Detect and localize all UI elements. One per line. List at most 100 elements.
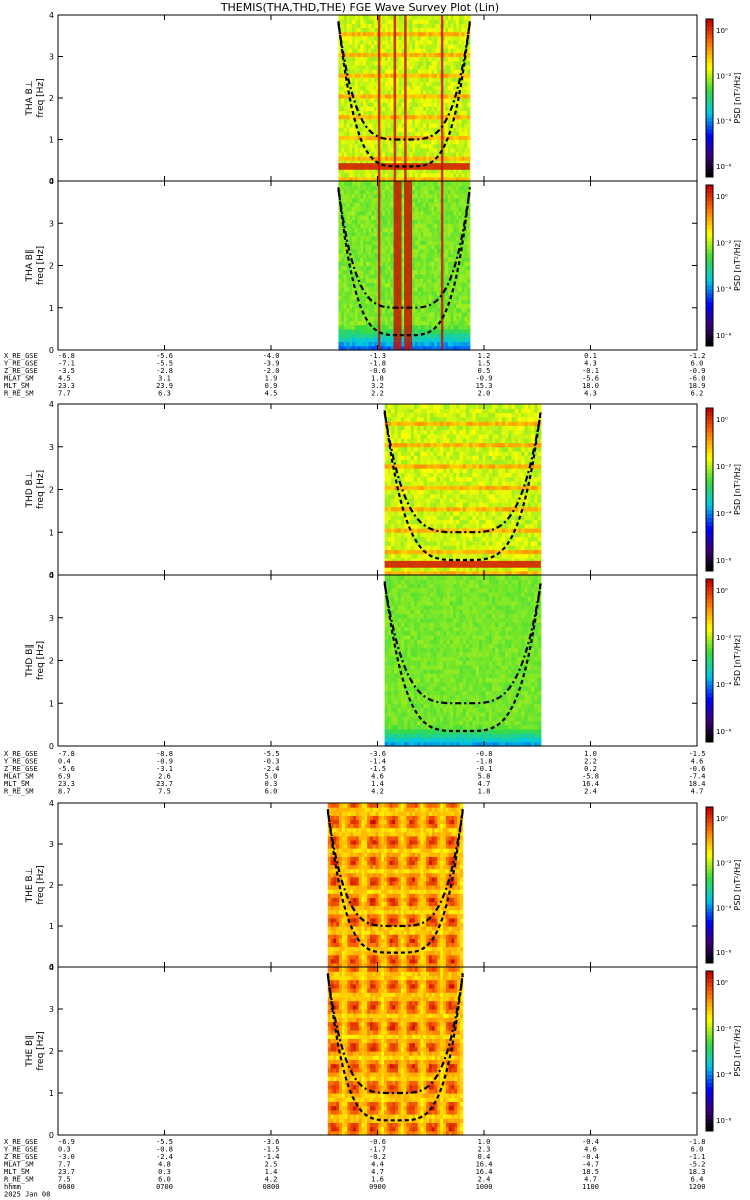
colorbar-swatch <box>706 153 713 158</box>
colorbar-swatch <box>706 113 713 119</box>
colorbar-tick: 10⁻⁶ <box>716 332 732 340</box>
spectrogram-cell <box>338 15 342 20</box>
freq-tick-label: 1 <box>49 136 54 145</box>
colorbar-swatch <box>706 165 713 170</box>
spectrogram-cell <box>467 143 471 149</box>
spectrogram-cell <box>338 168 342 174</box>
colorbar-swatch <box>706 66 713 71</box>
spectrogram-cell <box>341 39 345 45</box>
colorbar-swatch <box>706 109 713 115</box>
spectrogram-cell <box>343 139 348 145</box>
colorbar-swatch <box>706 257 713 262</box>
colorbar-swatch <box>706 297 713 303</box>
spectrogram-cell <box>343 85 348 91</box>
spectrogram-cell <box>338 135 342 141</box>
spectrogram-1 <box>338 181 471 351</box>
spectrogram-cell <box>467 240 471 245</box>
colorbar-swatch <box>706 117 713 123</box>
spectrogram-cell <box>343 73 348 78</box>
colorbar-swatch <box>706 277 713 283</box>
colorbar-swatch <box>706 329 713 335</box>
spectrogram-cell <box>343 147 348 153</box>
colorbar-swatch <box>706 149 713 154</box>
spectrogram-cell <box>467 73 471 78</box>
panel-ylabel: THA B∥ <box>25 250 35 283</box>
spectrogram-cell <box>467 89 471 95</box>
freq-tick-label: 4 <box>49 11 54 20</box>
spectrogram-cell <box>338 127 342 132</box>
spectrogram-cell <box>467 52 471 58</box>
spectrogram-cell <box>341 156 345 161</box>
spectrogram-cell <box>467 48 471 53</box>
spectrogram-cell <box>341 35 345 41</box>
spectrogram-cell <box>338 151 342 157</box>
colorbar-swatch <box>706 38 713 44</box>
colorbar-swatch <box>706 78 713 83</box>
spectrogram-cell <box>341 147 345 153</box>
emission-spike <box>393 181 402 350</box>
spectrogram-cell <box>338 60 342 66</box>
colorbar-swatch <box>706 54 713 59</box>
spectrogram-cell <box>338 156 342 161</box>
colorbar-swatch <box>706 62 713 67</box>
spectrogram-cell <box>341 118 345 124</box>
spectrogram-cell <box>467 286 471 292</box>
spectrogram-cell <box>343 27 348 33</box>
colorbar-swatch <box>706 169 713 174</box>
spectrogram-cell <box>467 98 471 103</box>
colorbar-swatch <box>706 225 713 230</box>
spectrogram-cell <box>467 68 471 74</box>
spectrogram-cell <box>343 89 348 95</box>
panel-ylabel: THA B⊥ <box>25 80 35 116</box>
spectrogram-cell <box>341 114 345 120</box>
spectrogram-cell <box>338 56 342 62</box>
spectrogram-cell <box>343 168 348 174</box>
spectrogram-cell <box>343 156 348 161</box>
emission-spike <box>404 15 407 181</box>
spectrogram-cell <box>343 176 348 182</box>
colorbar-swatch <box>706 193 713 198</box>
colorbar-swatch <box>706 337 713 343</box>
spectrogram-cell <box>467 278 471 283</box>
colorbar-swatch <box>706 241 713 246</box>
spectrogram-cell <box>467 102 471 107</box>
colorbar-swatch <box>706 46 713 52</box>
colorbar-swatch <box>706 105 713 111</box>
spectrogram-cell <box>467 106 471 112</box>
spectrogram-cell <box>341 15 345 20</box>
spectrogram-cell <box>338 114 342 120</box>
colorbar-swatch <box>706 22 713 28</box>
freq-tick-label: 4 <box>49 177 54 186</box>
spectrogram-cell <box>467 15 471 20</box>
spectrogram-0 <box>338 15 471 182</box>
spectrogram-cell <box>341 27 345 33</box>
spectrogram-cell <box>467 219 471 224</box>
spectrogram-cell <box>467 303 471 309</box>
freq-tick-label: 2 <box>49 94 54 103</box>
spectrogram-cell <box>341 81 345 87</box>
spectrogram-cell <box>341 31 345 37</box>
colorbar-swatch <box>706 321 713 327</box>
spectrogram-cell <box>338 77 342 82</box>
spectrogram-cell <box>343 60 348 66</box>
spectrogram-cell <box>338 98 342 103</box>
spectrogram-cell <box>343 44 348 49</box>
spectrogram-cell <box>338 23 342 29</box>
colorbar-swatch <box>706 94 713 99</box>
spectrogram-cell <box>341 135 345 141</box>
spectrogram-cell <box>341 151 345 157</box>
colorbar-swatch <box>706 157 713 162</box>
emission-spike <box>440 181 444 350</box>
colorbar-swatch <box>706 301 713 307</box>
spectrogram-cell <box>341 73 345 78</box>
spectrogram-cell <box>467 244 471 250</box>
spectrogram-cell <box>467 324 471 330</box>
colorbar-swatch <box>706 293 713 299</box>
spectrogram-cell <box>467 156 471 161</box>
panel-freq-label: freq [Hz] <box>36 78 46 117</box>
spectrogram-cell <box>343 48 348 53</box>
emission-spike <box>377 15 381 181</box>
